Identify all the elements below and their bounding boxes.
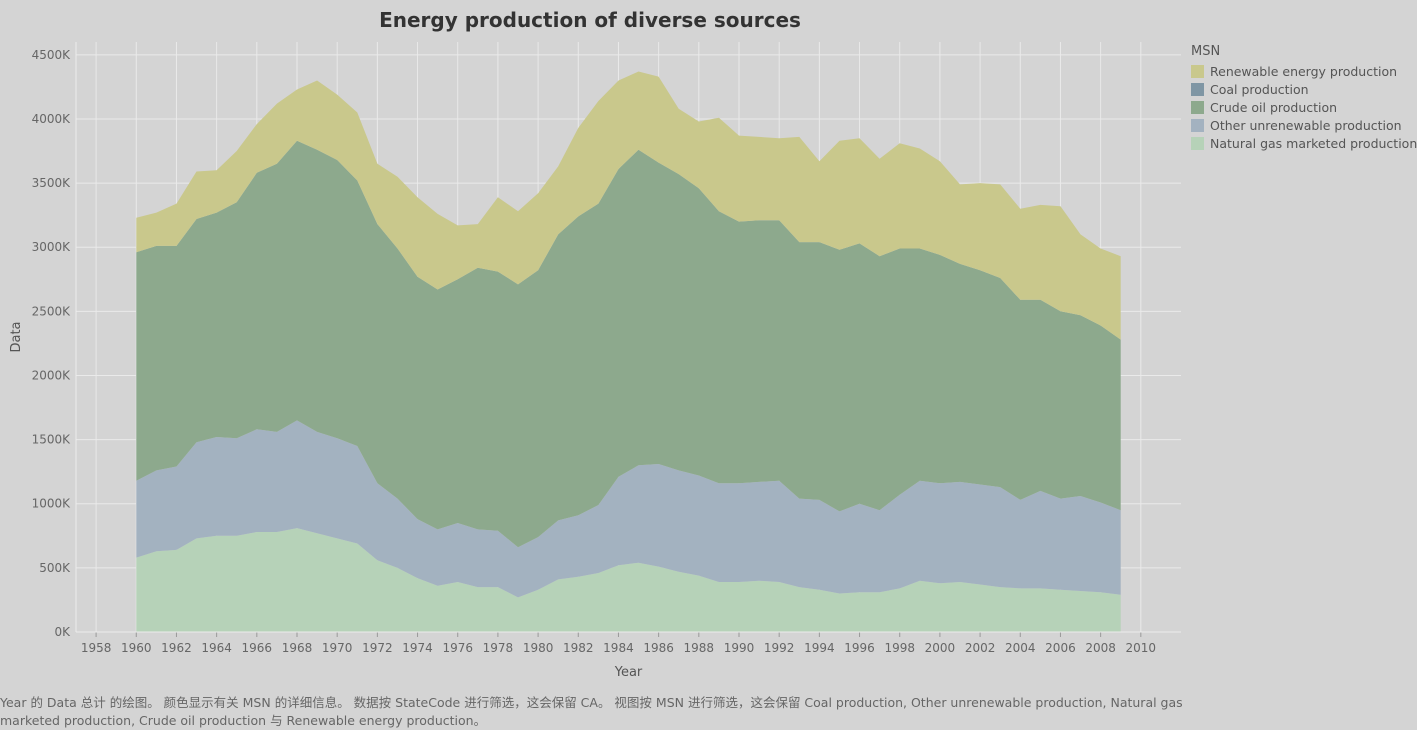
legend-swatch bbox=[1191, 82, 1204, 96]
area-renewable-energy-production bbox=[136, 71, 1121, 340]
y-tick-label: 0K bbox=[54, 625, 71, 639]
area-series bbox=[136, 71, 1121, 632]
legend-swatch bbox=[1191, 64, 1204, 78]
y-tick-label: 1000K bbox=[32, 497, 72, 511]
y-tick-label: 500K bbox=[39, 561, 71, 575]
y-axis-title: Data bbox=[9, 321, 24, 352]
x-tick-label: 1962 bbox=[161, 641, 192, 655]
legend-label: Renewable energy production bbox=[1210, 63, 1398, 79]
y-tick-label: 2500K bbox=[32, 304, 72, 318]
x-tick-label: 1998 bbox=[884, 641, 915, 655]
y-tick-label: 4000K bbox=[32, 112, 72, 126]
x-tick-label: 2000 bbox=[925, 641, 956, 655]
x-tick-label: 2006 bbox=[1045, 641, 1076, 655]
x-tick-label: 1966 bbox=[242, 641, 273, 655]
x-tick-label: 1992 bbox=[764, 641, 795, 655]
x-tick-label: 1970 bbox=[322, 641, 353, 655]
legend-item[interactable]: Renewable energy production bbox=[1191, 62, 1417, 80]
x-tick-label: 1994 bbox=[804, 641, 835, 655]
x-tick-label: 1990 bbox=[724, 641, 755, 655]
x-tick-label: 1958 bbox=[81, 641, 112, 655]
x-tick-label: 1972 bbox=[362, 641, 393, 655]
area-other-unrenewable-production bbox=[136, 420, 1121, 598]
legend-swatch bbox=[1191, 136, 1204, 150]
y-tick-label: 3000K bbox=[32, 240, 72, 254]
x-tick-label: 1964 bbox=[201, 641, 232, 655]
x-tick-label: 2004 bbox=[1005, 641, 1036, 655]
x-tick-label: 1996 bbox=[844, 641, 875, 655]
legend-label: Crude oil production bbox=[1210, 99, 1338, 115]
legend-item[interactable]: Natural gas marketed production bbox=[1191, 134, 1417, 152]
x-tick-label: 1960 bbox=[121, 641, 152, 655]
legend-label: Coal production bbox=[1210, 81, 1309, 97]
x-tick-label: 1980 bbox=[523, 641, 554, 655]
legend-item[interactable]: Crude oil production bbox=[1191, 98, 1417, 116]
legend-swatch bbox=[1191, 100, 1204, 114]
x-tick-label: 1968 bbox=[282, 641, 313, 655]
x-tick-label: 2002 bbox=[965, 641, 996, 655]
y-tick-label: 1500K bbox=[32, 433, 72, 447]
legend-label: Other unrenewable production bbox=[1210, 117, 1402, 133]
x-tick-label: 2008 bbox=[1085, 641, 1116, 655]
legend-swatch bbox=[1191, 118, 1204, 132]
area-natural-gas-marketed-production bbox=[136, 528, 1121, 632]
y-tick-label: 3500K bbox=[32, 176, 72, 190]
y-tick-label: 4500K bbox=[32, 48, 72, 62]
x-tick-label: 1982 bbox=[563, 641, 594, 655]
legend-items: Renewable energy production Coal producti… bbox=[1191, 62, 1417, 152]
x-tick-label: 1978 bbox=[483, 641, 514, 655]
x-tick-label: 1976 bbox=[442, 641, 473, 655]
x-axis-title: Year bbox=[614, 665, 643, 680]
x-tick-label: 1984 bbox=[603, 641, 634, 655]
legend: MSN Renewable energy production Coal prod… bbox=[1191, 44, 1417, 152]
legend-title: MSN bbox=[1191, 44, 1221, 59]
x-tick-label: 2010 bbox=[1126, 641, 1157, 655]
legend-label: Natural gas marketed production bbox=[1210, 135, 1417, 151]
legend-item[interactable]: Other unrenewable production bbox=[1191, 116, 1417, 134]
area-crude-oil-production bbox=[136, 140, 1121, 548]
legend-item[interactable]: Coal production bbox=[1191, 80, 1417, 98]
axes: 1958 1960 1962 1964 1966 1968 1970 1972 1974 1976… bbox=[32, 42, 1181, 655]
chart-footnote: Year 的 Data 总计 的绘图。 颜色显示有关 MSN 的详细信息。 数据… bbox=[0, 695, 1183, 728]
x-tick-label: 1988 bbox=[684, 641, 715, 655]
x-tick-label: 1986 bbox=[643, 641, 674, 655]
y-tick-label: 2000K bbox=[32, 368, 72, 382]
x-tick-label: 1974 bbox=[402, 641, 433, 655]
chart-title: Energy production of diverse sources bbox=[379, 8, 801, 32]
